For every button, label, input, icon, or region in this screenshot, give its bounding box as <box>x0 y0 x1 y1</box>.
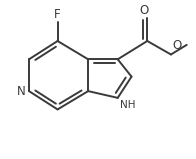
Text: O: O <box>172 39 181 52</box>
Text: O: O <box>140 4 149 17</box>
Text: F: F <box>54 8 61 21</box>
Text: N: N <box>17 85 26 98</box>
Text: NH: NH <box>120 100 135 110</box>
